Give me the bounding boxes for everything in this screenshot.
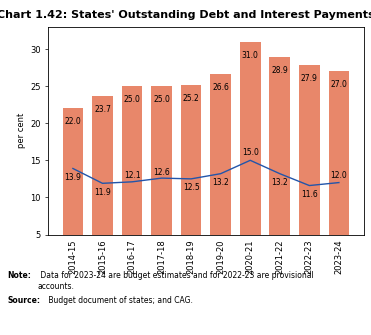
Y-axis label: per cent: per cent	[17, 113, 26, 148]
Text: 23.7: 23.7	[94, 105, 111, 114]
Text: 27.9: 27.9	[301, 74, 318, 82]
Text: 27.0: 27.0	[331, 80, 347, 89]
Text: 15.0: 15.0	[242, 148, 259, 157]
Bar	[122, 86, 142, 272]
Text: 13.2: 13.2	[212, 178, 229, 187]
Text: 11.6: 11.6	[301, 190, 318, 199]
Bar	[299, 65, 320, 272]
Text: Source:: Source:	[7, 296, 40, 306]
Bar	[92, 96, 113, 272]
Text: 26.6: 26.6	[212, 83, 229, 92]
Text: 31.0: 31.0	[242, 51, 259, 60]
Text: 25.2: 25.2	[183, 93, 200, 103]
Text: 13.9: 13.9	[65, 173, 81, 182]
Bar	[269, 57, 290, 272]
Text: 12.0: 12.0	[331, 172, 347, 181]
Bar	[210, 74, 231, 272]
Bar	[329, 71, 349, 272]
Text: Budget document of states; and CAG.: Budget document of states; and CAG.	[46, 296, 193, 306]
Text: 11.9: 11.9	[94, 188, 111, 197]
Bar	[63, 109, 83, 272]
Bar	[240, 42, 260, 272]
Bar	[181, 85, 201, 272]
Text: 28.9: 28.9	[272, 66, 288, 75]
Text: Data for 2023-24 are budget estimates and for 2022-23 are provisional
accounts.: Data for 2023-24 are budget estimates an…	[38, 271, 313, 291]
Text: 22.0: 22.0	[65, 117, 81, 126]
Bar	[151, 86, 172, 272]
Text: 25.0: 25.0	[153, 95, 170, 104]
Text: 12.5: 12.5	[183, 183, 200, 192]
Text: 12.6: 12.6	[153, 168, 170, 177]
Text: Note:: Note:	[7, 271, 31, 280]
Text: 12.1: 12.1	[124, 172, 140, 181]
Text: Chart 1.42: States' Outstanding Debt and Interest Payments: Chart 1.42: States' Outstanding Debt and…	[0, 10, 371, 20]
Text: 25.0: 25.0	[124, 95, 141, 104]
Text: 13.2: 13.2	[272, 178, 288, 187]
